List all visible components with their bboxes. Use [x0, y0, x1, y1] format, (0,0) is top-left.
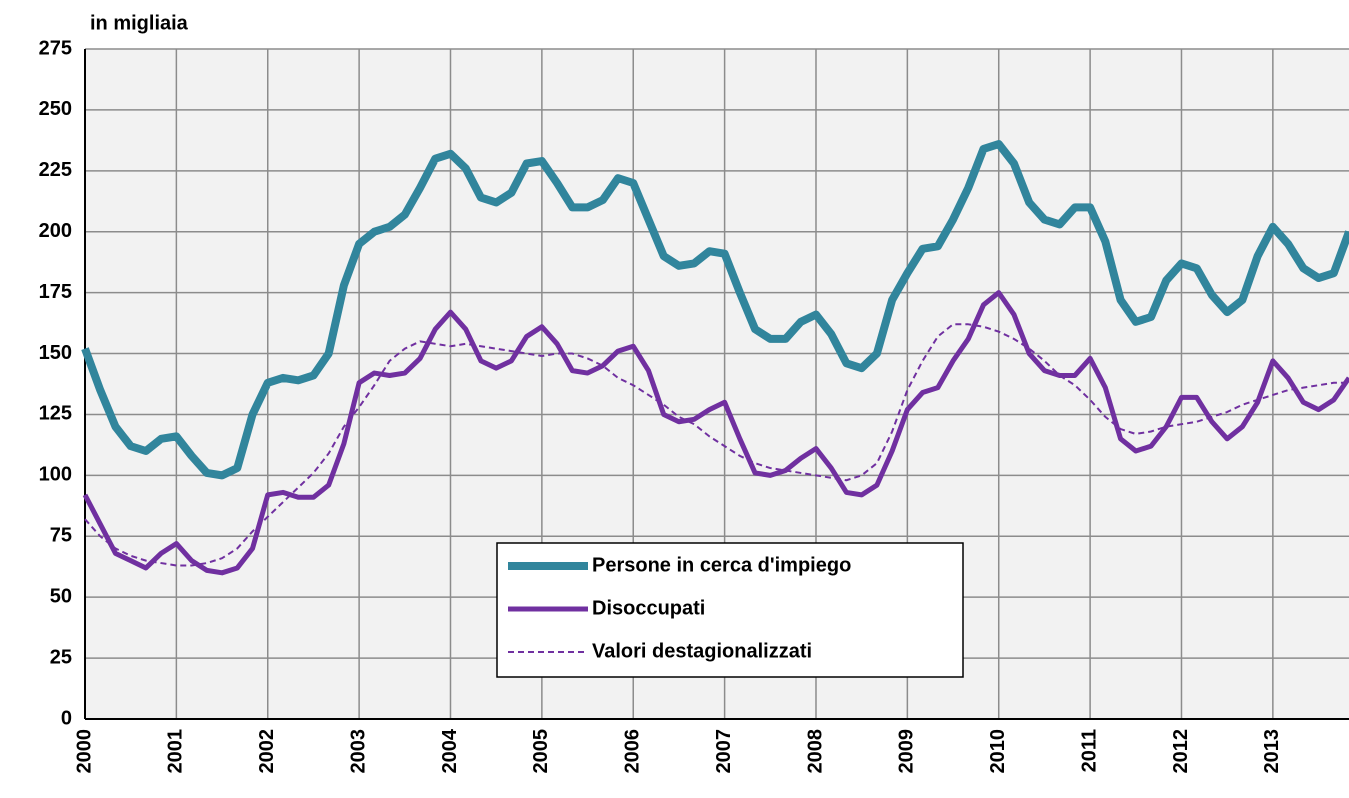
x-tick-label: 2010 — [987, 729, 1009, 774]
x-tick-label: 2009 — [896, 729, 918, 774]
y-axis-label: in migliaia — [90, 12, 189, 34]
series-line — [82, 290, 1349, 576]
x-tick-label: 2006 — [622, 729, 644, 774]
y-tick-label: 275 — [39, 37, 72, 59]
y-tick-label: 25 — [50, 646, 72, 668]
x-tick-label: 2000 — [73, 729, 95, 774]
x-tick-label: 2002 — [256, 729, 278, 774]
y-tick-label: 225 — [39, 159, 72, 181]
y-tick-label: 0 — [61, 707, 72, 729]
y-tick-label: 100 — [39, 464, 72, 486]
y-tick-label: 200 — [39, 220, 72, 242]
y-tick-label: 175 — [39, 281, 72, 303]
y-tick-label: 75 — [50, 525, 72, 547]
x-tick-label: 2008 — [804, 729, 826, 774]
x-tick-label: 2012 — [1170, 729, 1192, 774]
legend: Persone in cerca d'impiego Disoccupati Val… — [496, 542, 964, 678]
legend-label: Persone in cerca d'impiego — [592, 554, 851, 576]
x-tick-label: 2003 — [347, 729, 369, 774]
series-line — [84, 323, 1349, 567]
x-tick-label: 2013 — [1261, 729, 1283, 774]
x-tick-label: 2005 — [530, 729, 552, 774]
y-tick-label: 150 — [39, 342, 72, 364]
x-tick-label: 2007 — [713, 729, 735, 774]
y-tick-label: 250 — [39, 98, 72, 120]
legend-label: Disoccupati — [592, 597, 705, 619]
x-tick-label: 2004 — [439, 728, 461, 773]
x-tick-label: 2001 — [165, 729, 187, 774]
y-tick-label: 50 — [50, 585, 72, 607]
x-tick-label: 2011 — [1078, 729, 1100, 772]
y-tick-label: 125 — [39, 403, 72, 425]
legend-label: Valori destagionalizzati — [592, 640, 812, 662]
series-line — [81, 140, 1349, 480]
